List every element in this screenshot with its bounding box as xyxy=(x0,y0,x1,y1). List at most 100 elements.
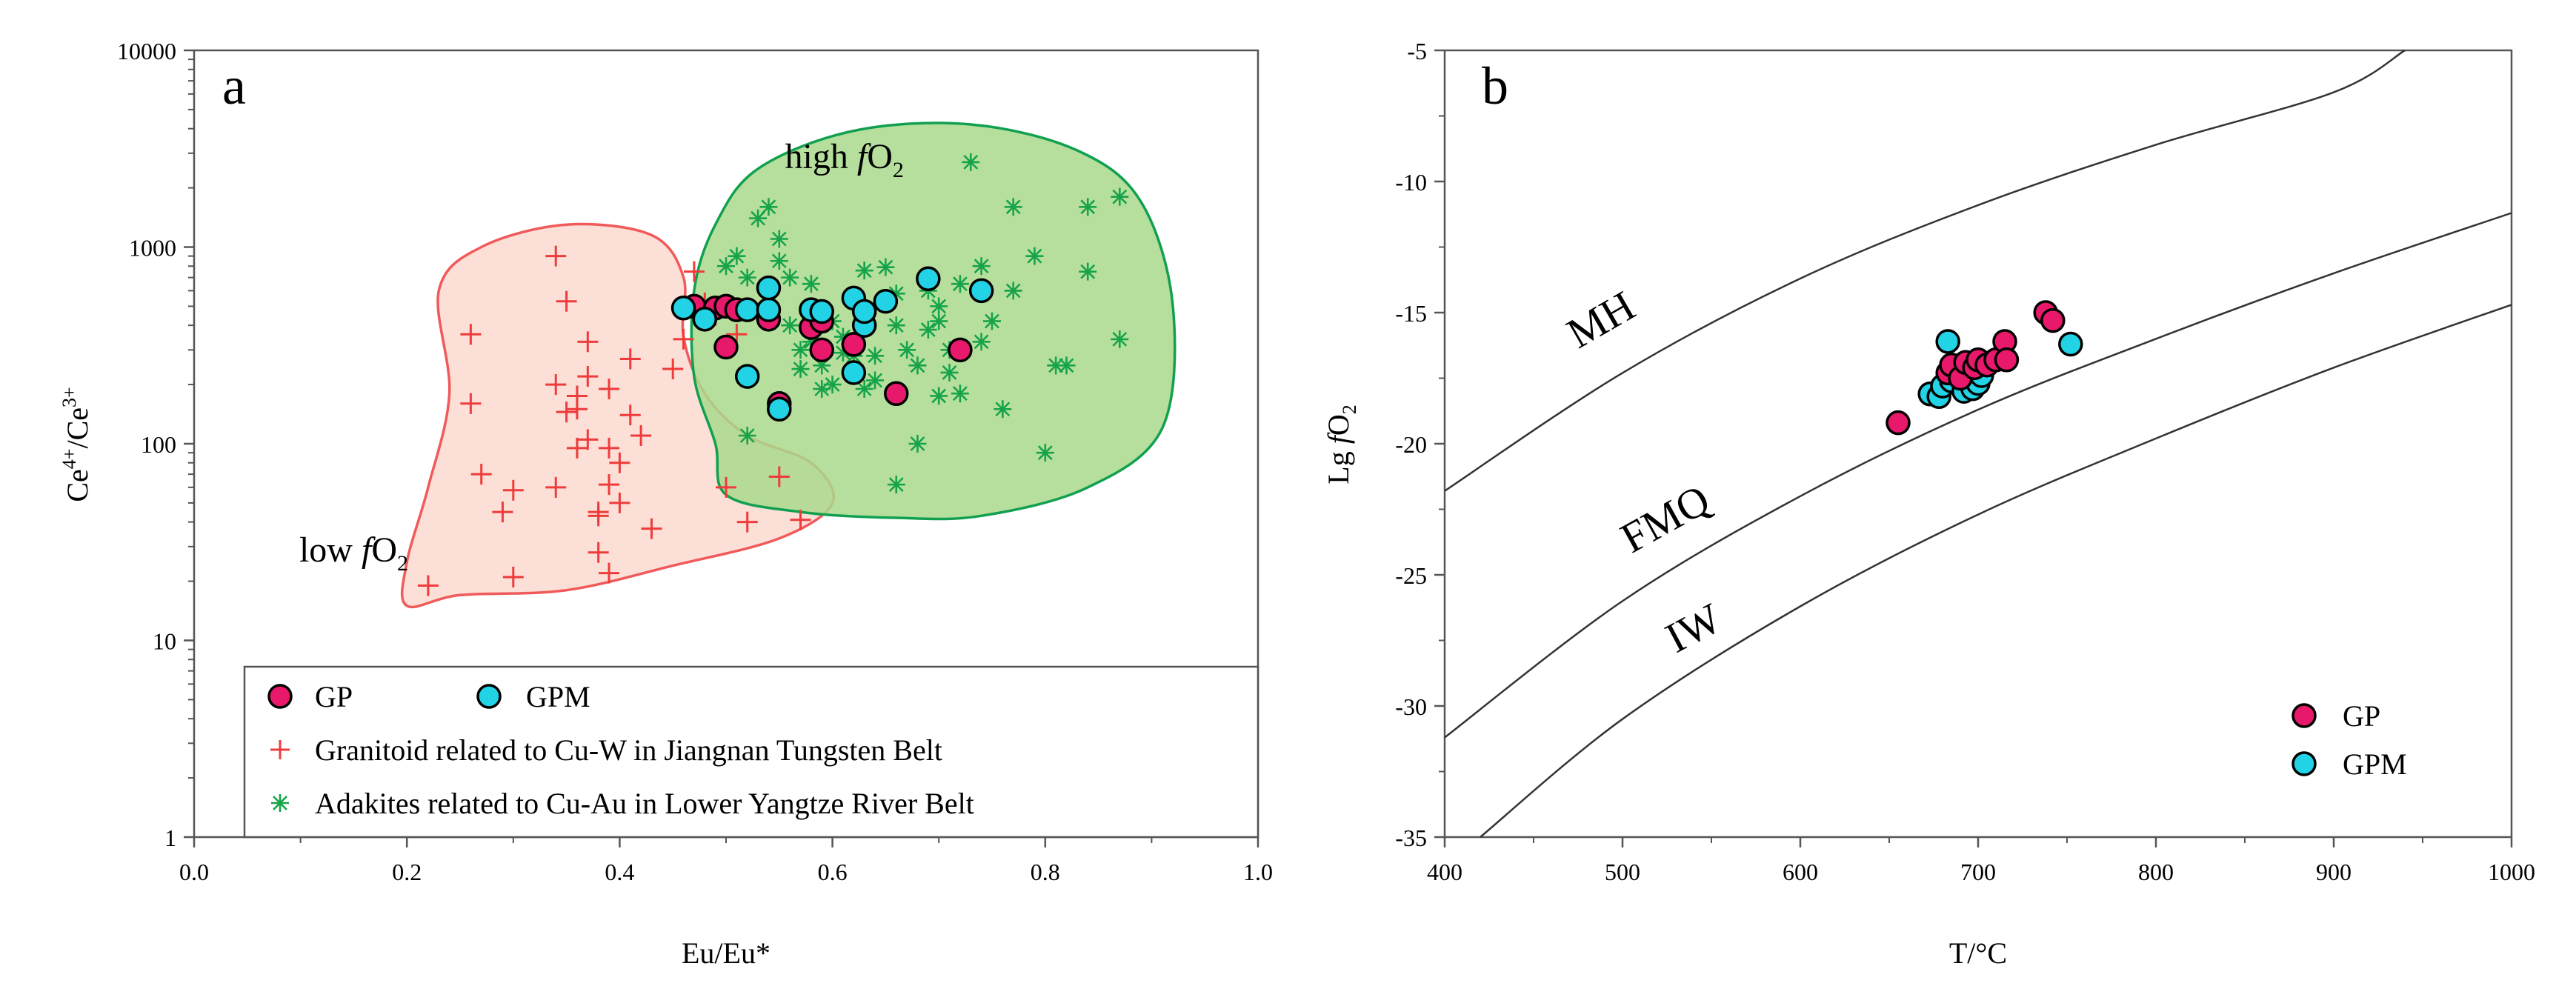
y-tick-label-b: -35 xyxy=(1395,825,1427,851)
x-tick-label-a: 0.4 xyxy=(605,859,634,885)
y-label-a-sup1: 4+ xyxy=(59,449,80,470)
point-granitoid xyxy=(470,464,492,485)
point-granitoid xyxy=(599,474,620,496)
point-adakites xyxy=(770,252,788,270)
legend-label-gp-a: GP xyxy=(315,680,353,713)
point-adakites xyxy=(1004,198,1022,216)
point-adakites xyxy=(781,268,799,287)
point-adakites xyxy=(823,376,842,394)
legend-marker-gpm-a xyxy=(476,684,502,709)
y-label-b-sub: 2 xyxy=(1339,404,1360,414)
panel-a: 0.0 0.2 0.4 0.6 0.8 1.0 1 10 100 1000 10000 a low … xyxy=(59,38,1273,970)
point-adakites xyxy=(972,257,991,276)
point-adakites xyxy=(887,476,905,494)
x-tick-label-b: 500 xyxy=(1605,859,1640,885)
legend-marker-gp-a xyxy=(267,684,293,709)
point-granitoid xyxy=(502,566,524,587)
x-axis-label-b: T/°C xyxy=(1949,936,2007,970)
point-adakites xyxy=(919,321,937,339)
y-label-a-sup2: 3+ xyxy=(59,387,80,407)
point-granitoid xyxy=(599,437,620,459)
point-adakites xyxy=(1079,198,1097,216)
x-tick-label-a: 0.6 xyxy=(818,859,848,885)
legend-marker-gpm-b xyxy=(2292,751,2317,776)
x-tick-label-b: 700 xyxy=(1960,859,1996,885)
point-gp-b xyxy=(2040,307,2066,333)
legend-box-a xyxy=(243,665,1259,839)
y-tick-label-b: -15 xyxy=(1395,300,1427,327)
y-tick-label-b: -20 xyxy=(1395,431,1427,458)
legend-label-gpm-b: GPM xyxy=(2343,747,2407,781)
y-axis-label-b: Lg fO2 xyxy=(1322,404,1360,484)
legend-label-gp-b: GP xyxy=(2343,699,2380,733)
point-granitoid xyxy=(545,476,567,498)
y-tick-label-a: 10000 xyxy=(117,38,176,64)
region-label-high-fo2: high fO2 xyxy=(785,137,904,182)
point-gpm xyxy=(809,299,834,324)
point-adakites xyxy=(791,341,810,359)
point-granitoid xyxy=(577,366,599,387)
legend-marker-adakites xyxy=(271,794,289,812)
y-tick-label-a: 1 xyxy=(164,825,176,851)
point-adakites xyxy=(1004,282,1022,300)
y-tick-label-b: -30 xyxy=(1395,693,1427,720)
point-adakites xyxy=(1079,262,1097,281)
curve-iw xyxy=(1480,304,2512,838)
point-adakites xyxy=(781,316,799,335)
point-adakites xyxy=(791,360,810,379)
point-gpm xyxy=(851,299,877,324)
point-adakites xyxy=(1047,356,1065,375)
point-granitoid xyxy=(545,374,567,396)
point-adakites xyxy=(1036,444,1054,462)
legend-label-granitoid: Granitoid related to Cu-W in Jiangnan Tu… xyxy=(315,733,942,767)
point-adakites xyxy=(898,341,916,359)
point-adakites xyxy=(983,312,1001,330)
point-gpm xyxy=(916,266,941,292)
point-granitoid xyxy=(577,429,599,450)
point-gpm xyxy=(670,296,696,321)
point-adakites xyxy=(1057,356,1076,375)
panel-label-b: b xyxy=(1482,56,1508,116)
point-gp-b xyxy=(1994,347,2020,373)
point-granitoid xyxy=(556,290,577,312)
y-label-a-slash: /Ce xyxy=(61,407,94,449)
legend-marker-gp-b xyxy=(2292,703,2317,728)
point-granitoid xyxy=(492,502,513,523)
x-tick-label-b: 1000 xyxy=(2488,859,2535,885)
y-tick-label-b: -5 xyxy=(1407,38,1427,64)
point-granitoid xyxy=(502,479,524,501)
point-adakites xyxy=(866,371,885,390)
point-adakites xyxy=(930,312,948,330)
point-adakites xyxy=(802,275,820,293)
point-granitoid xyxy=(588,502,609,523)
axis-ticks-b: 400 500 600 700 800 900 1000 -5 -10 -15 -20 -25 -30 -… xyxy=(1395,38,2535,885)
point-adakites xyxy=(930,387,948,405)
point-adakites xyxy=(738,268,756,287)
legend-a: GP GPM Granitoid related to Cu-W in Jian… xyxy=(243,665,1259,839)
y-label-a-base: Ce xyxy=(61,469,94,502)
y-label-b-prefix: Lg xyxy=(1322,444,1355,484)
legend-b: GP GPM xyxy=(2292,699,2407,781)
x-tick-label-a: 0.0 xyxy=(179,859,209,885)
point-granitoid xyxy=(577,331,599,353)
point-granitoid xyxy=(545,245,567,267)
point-adakites xyxy=(728,247,746,265)
y-tick-label-a: 100 xyxy=(141,431,176,458)
point-granitoid xyxy=(683,261,705,282)
region-label-low-sub: 2 xyxy=(397,551,408,576)
y-tick-label-b: -25 xyxy=(1395,562,1427,589)
region-label-low-prefix: low xyxy=(299,530,362,570)
point-adakites xyxy=(908,435,927,453)
point-granitoid xyxy=(673,328,694,350)
point-gpm xyxy=(968,278,994,304)
point-granitoid xyxy=(556,402,577,423)
point-granitoid xyxy=(566,399,588,420)
legend-label-gpm-a: GPM xyxy=(526,680,590,713)
x-tick-label-a: 1.0 xyxy=(1243,859,1273,885)
point-granitoid xyxy=(716,476,736,498)
point-granitoid xyxy=(619,404,641,426)
point-adakites xyxy=(855,379,873,398)
buffer-curves-b xyxy=(1444,49,2512,838)
legend-label-adakites: Adakites related to Cu-Au in Lower Yangt… xyxy=(315,787,974,820)
point-adakites xyxy=(972,333,991,351)
